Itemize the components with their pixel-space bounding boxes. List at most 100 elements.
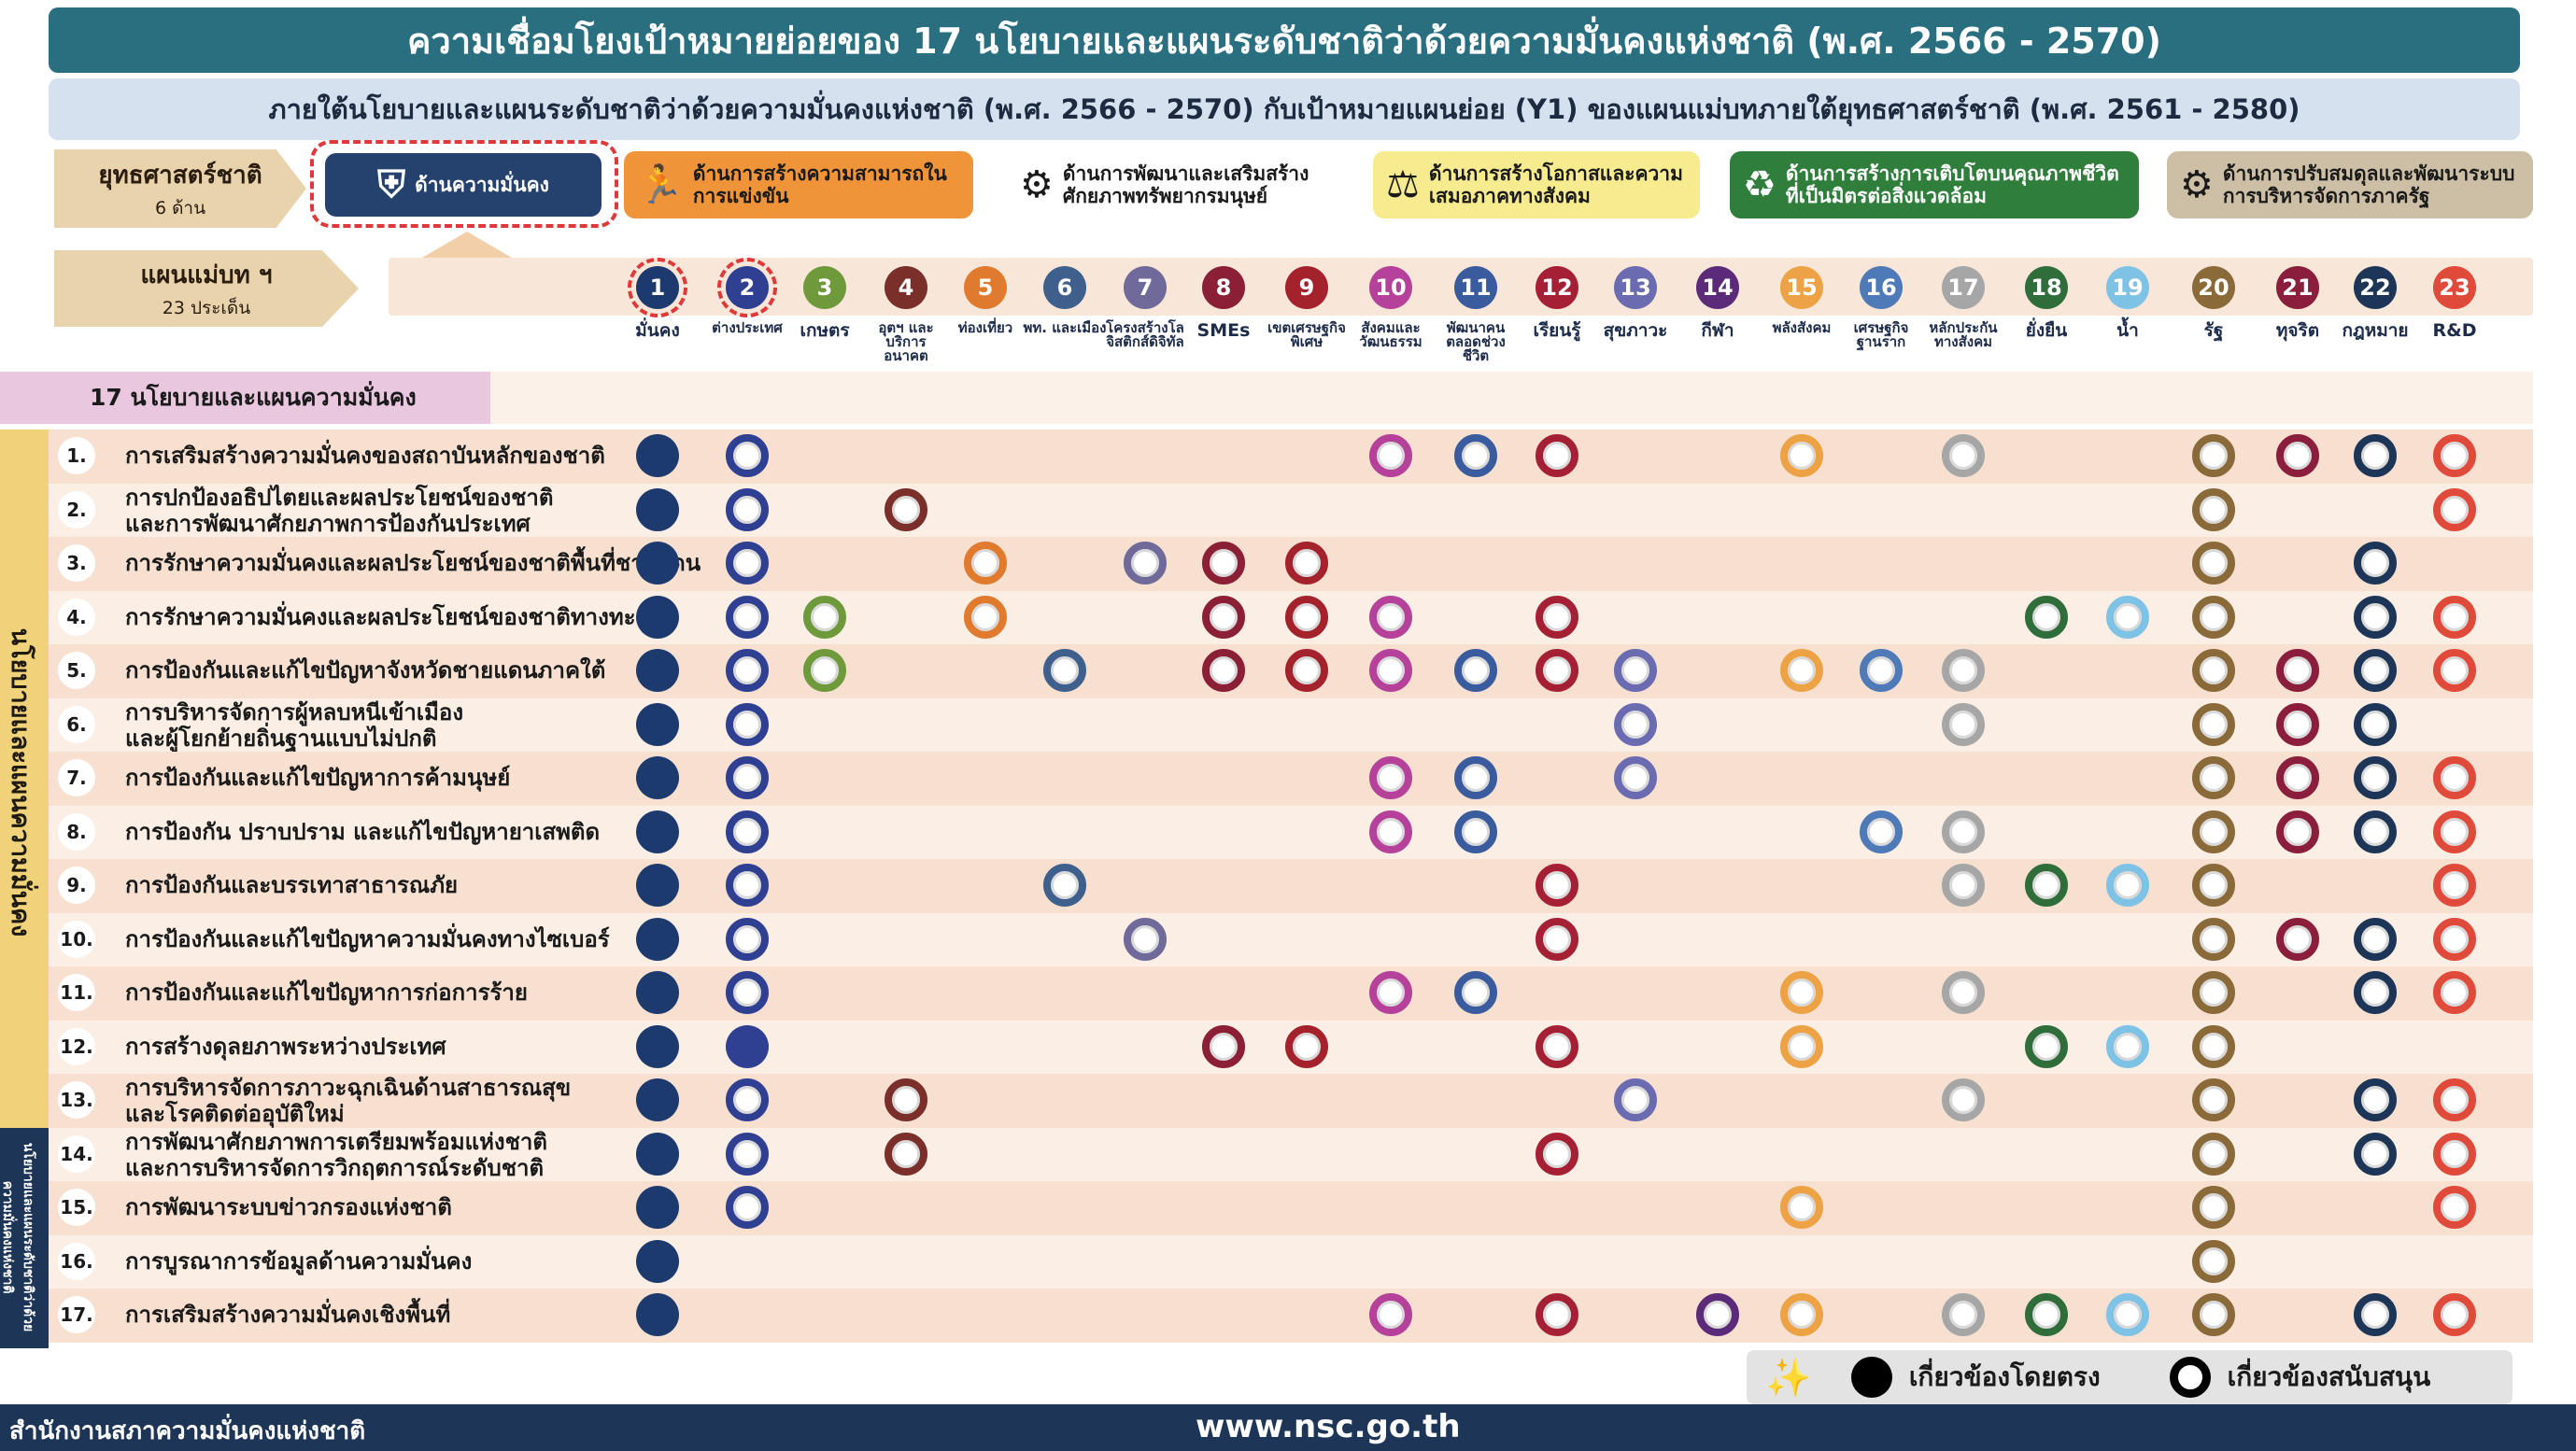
side-label-bottom: นโยบายและแผนระดับชาติว่าด้วยความมั่นคงแห…: [0, 1142, 35, 1332]
support-link-dot: [2276, 434, 2319, 477]
row-title-line: การเสริมสร้างความมั่นคงเชิงพื้นที่: [125, 1302, 451, 1328]
support-link-dot: [885, 1133, 927, 1176]
plan-label-22: กฎหมาย: [2342, 320, 2409, 341]
row-title-line: และผู้โยกย้ายถิ่นฐานแบบไม่ปกติ: [125, 726, 437, 752]
strategy-box[interactable]: ⚙ ด้านการปรับสมดุลและพัฒนาระบบการบริหารจั…: [2167, 151, 2533, 218]
policies-header-band: [490, 372, 2533, 424]
plan-label-13: สุขภาวะ: [1603, 320, 1668, 341]
direct-link-dot: [636, 864, 679, 907]
support-link-dot: [1202, 542, 1245, 585]
plan-number-5: 5: [964, 266, 1007, 309]
support-link-dot: [1942, 810, 1985, 853]
strategy-box[interactable]: ⚙ ด้านการพัฒนาและเสริมสร้างศักยภาพทรัพยาก…: [1007, 151, 1366, 218]
support-link-dot: [726, 864, 769, 907]
support-link-dot: [726, 756, 769, 799]
support-link-dot: [964, 542, 1007, 585]
strategy-label-title: ยุทธศาสตร์ชาติ: [98, 161, 262, 190]
support-link-dot: [1369, 434, 1412, 477]
support-link-dot: [803, 596, 846, 639]
row-title-line: การรักษาความมั่นคงและผลประโยชน์ของชาติทา…: [125, 604, 658, 630]
legend-direct-dot: [1850, 1357, 1892, 1398]
row-number: 13.: [58, 1081, 95, 1119]
strategy-box[interactable]: 🏃 ด้านการสร้างความสามารถในการแข่งขัน: [624, 151, 973, 218]
support-link-dot: [2192, 542, 2235, 585]
footer-url[interactable]: www.nsc.go.th: [1196, 1408, 1461, 1445]
support-link-dot: [2192, 971, 2235, 1014]
row-number: 1.: [58, 437, 95, 474]
human-resource-icon: ⚙: [1020, 163, 1054, 206]
support-link-dot: [1860, 810, 1903, 853]
support-link-dot: [1942, 703, 1985, 746]
row-number: 17.: [58, 1296, 95, 1333]
table-row: [49, 752, 2533, 806]
support-link-dot: [2025, 864, 2068, 907]
support-link-dot: [2192, 918, 2235, 961]
plan-label-21: ทุจริต: [2275, 320, 2320, 341]
support-link-dot: [726, 1186, 769, 1229]
support-link-dot: [1043, 864, 1086, 907]
support-link-dot: [2276, 810, 2319, 853]
row-number: 14.: [58, 1135, 95, 1173]
plan-label-14: กีฬา: [1701, 320, 1734, 341]
plan-label-20: รัฐ: [2203, 320, 2224, 341]
support-link-dot: [1614, 1078, 1657, 1121]
strategy-label-text: ด้านความมั่นคง: [415, 174, 549, 196]
support-link-dot: [1942, 1293, 1985, 1336]
support-link-dot: [1454, 810, 1497, 853]
plan-label-17: หลักประกันทางสังคม: [1929, 319, 1998, 350]
row-title-line: การพัฒนาระบบข่าวกรองแห่งชาติ: [125, 1194, 452, 1220]
direct-link-dot: [636, 542, 679, 585]
row-title-line: การเสริมสร้างความมั่นคงของสถาบันหลักของช…: [125, 443, 605, 469]
support-link-dot: [2276, 703, 2319, 746]
support-link-dot: [2276, 756, 2319, 799]
scales-icon: ⚖: [1386, 163, 1420, 206]
row-title: การพัฒนาระบบข่าวกรองแห่งชาติ: [125, 1194, 452, 1220]
row-title-line: และการบริหารจัดการวิกฤตการณ์ระดับชาติ: [125, 1155, 545, 1181]
row-number: 5.: [58, 652, 95, 689]
table-row: [49, 966, 2533, 1021]
support-link-dot: [2433, 434, 2476, 477]
support-link-dot: [964, 596, 1007, 639]
legend-direct-label: เกี่ยวข้องโดยตรง: [1908, 1361, 2101, 1392]
strategy-label-sub: 6 ด้าน: [154, 197, 206, 218]
support-link-dot: [1860, 649, 1903, 692]
direct-link-dot: [636, 488, 679, 531]
support-link-dot: [726, 971, 769, 1014]
plan-label-9: เขตเศรษฐกิจพิเศษ: [1267, 319, 1346, 350]
strategy-label-text: ด้านการปรับสมดุลและพัฒนาระบบการบริหารจัด…: [2222, 162, 2515, 207]
support-link-dot: [2025, 1025, 2068, 1068]
support-link-dot: [2192, 1133, 2235, 1176]
support-link-dot: [1124, 542, 1167, 585]
support-link-dot: [1942, 434, 1985, 477]
support-link-dot: [1780, 1293, 1823, 1336]
strategy-box[interactable]: ⛨ ด้านความมั่นคง: [325, 153, 602, 217]
table-row: [49, 1074, 2533, 1128]
side-label: นโยบายและแผนความมั่นคง: [6, 627, 35, 937]
support-link-dot: [1454, 756, 1497, 799]
direct-link-dot: [636, 649, 679, 692]
row-title-line: การรักษาความมั่นคงและผลประโยชน์ของชาติพื…: [125, 550, 701, 576]
row-title: การเสริมสร้างความมั่นคงเชิงพื้นที่: [125, 1302, 450, 1328]
row-title: การเสริมสร้างความมั่นคงของสถาบันหลักของช…: [125, 443, 605, 469]
support-link-dot: [1536, 864, 1578, 907]
support-link-dot: [2106, 864, 2149, 907]
support-link-dot: [1285, 596, 1328, 639]
plan-number-6: 6: [1043, 266, 1086, 309]
plan-number-14: 14: [1696, 266, 1739, 309]
plan-label-4: อุตฯ และบริการอนาคต: [878, 319, 934, 364]
strategy-box[interactable]: ♻ ด้านการสร้างการเติบโตบนคุณภาพชีวิตที่เป…: [1730, 151, 2139, 218]
direct-link-dot: [636, 1133, 679, 1176]
support-link-dot: [1454, 434, 1497, 477]
strategy-box[interactable]: ⚖ ด้านการสร้างโอกาสและความเสมอภาคทางสังคม: [1373, 151, 1700, 218]
row-title-line: การปกป้องอธิปไตยและผลประโยชน์ของชาติ: [125, 485, 554, 511]
row-number: 7.: [58, 759, 95, 796]
plan-number-12: 12: [1536, 266, 1578, 309]
row-number: 4.: [58, 599, 95, 636]
plan-number-21: 21: [2276, 266, 2319, 309]
direct-link-dot: [636, 810, 679, 853]
support-link-dot: [1202, 596, 1245, 639]
row-title: การป้องกันและแก้ไขปัญหาความมั่นคงทางไซเบ…: [125, 926, 610, 952]
policies-header: 17 นโยบายและแผนความมั่นคง: [0, 372, 490, 424]
plan-number-8: 8: [1202, 266, 1245, 309]
row-title-line: และการพัฒนาศักยภาพการป้องกันประเทศ: [125, 511, 531, 537]
